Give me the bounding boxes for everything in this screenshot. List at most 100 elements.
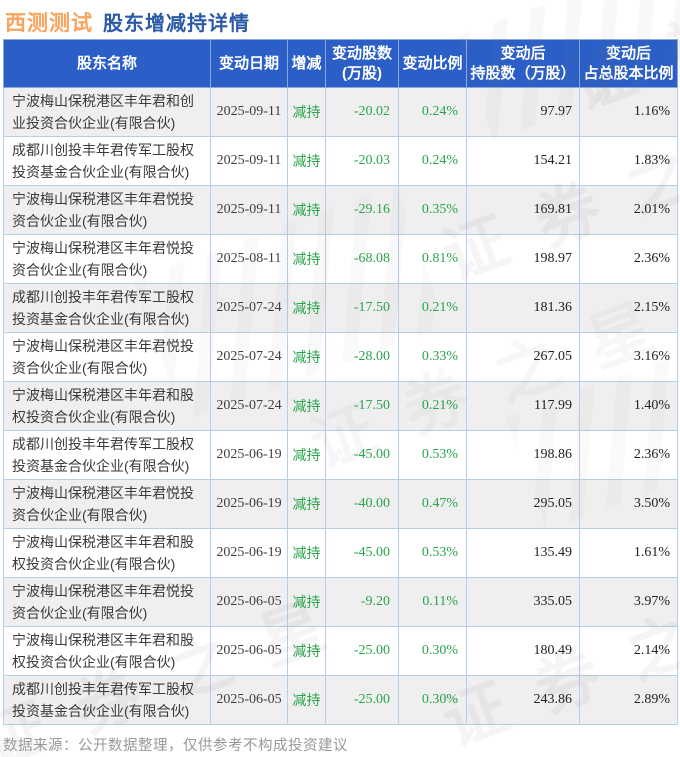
cell-ratio-after: 2.15% [579, 283, 678, 333]
column-header: 增减 [287, 39, 326, 88]
cell-change-date: 2025-06-05 [210, 577, 288, 627]
cell-shares-after: 198.97 [466, 234, 580, 284]
cell-change-shares: -20.02 [325, 87, 399, 137]
data-source-note: 数据来源：公开数据整理，仅供参考不构成投资建议 [3, 738, 348, 754]
table-row: 宁波梅山保税港区丰年君悦投资合伙企业(有限合伙) 2025-08-11 减持 -68.… [3, 234, 678, 284]
cell-change-shares: -25.00 [325, 675, 399, 725]
cell-change-ratio: 0.30% [398, 626, 467, 676]
cell-change-date: 2025-07-24 [210, 283, 288, 333]
cell-direction: 减持 [287, 381, 326, 431]
cell-shares-after: 243.86 [466, 675, 580, 725]
table-row: 成都川创投丰年君传军工股权投资基金合伙企业(有限合伙) 2025-06-19 减持 -… [3, 430, 678, 480]
cell-direction: 减持 [287, 675, 326, 725]
cell-shares-after: 181.36 [466, 283, 580, 333]
cell-direction: 减持 [287, 234, 326, 284]
cell-change-ratio: 0.21% [398, 381, 467, 431]
cell-change-shares: -25.00 [325, 626, 399, 676]
cell-change-date: 2025-09-11 [210, 185, 288, 235]
cell-change-ratio: 0.47% [398, 479, 467, 529]
column-header: 变动股数 (万股) [325, 39, 399, 88]
cell-change-ratio: 0.30% [398, 675, 467, 725]
table-header: 股东名称 变动日期 增减 变动股数 (万股) 变动比例 变动后 持股数（万股） 变动后 占总股本比… [3, 39, 678, 88]
cell-shareholder-name: 成都川创投丰年君传军工股权投资基金合伙企业(有限合伙) [3, 283, 211, 333]
cell-direction: 减持 [287, 577, 326, 627]
cell-change-shares: -28.00 [325, 332, 399, 382]
cell-ratio-after: 2.36% [579, 430, 678, 480]
cell-change-ratio: 0.35% [398, 185, 467, 235]
column-header: 变动日期 [210, 39, 288, 88]
cell-shareholder-name: 宁波梅山保税港区丰年君和创业投资合伙企业(有限合伙) [3, 87, 211, 137]
cell-change-date: 2025-06-19 [210, 430, 288, 480]
cell-shares-after: 154.21 [466, 136, 580, 186]
table-row: 宁波梅山保税港区丰年君悦投资合伙企业(有限合伙) 2025-06-19 减持 -40.… [3, 479, 678, 529]
cell-direction: 减持 [287, 430, 326, 480]
cell-ratio-after: 2.01% [579, 185, 678, 235]
cell-ratio-after: 2.36% [579, 234, 678, 284]
cell-change-date: 2025-08-11 [210, 234, 288, 284]
cell-ratio-after: 3.97% [579, 577, 678, 627]
table-row: 成都川创投丰年君传军工股权投资基金合伙企业(有限合伙) 2025-09-11 减持 -… [3, 136, 678, 186]
cell-ratio-after: 2.89% [579, 675, 678, 725]
cell-change-ratio: 0.21% [398, 283, 467, 333]
cell-change-ratio: 0.53% [398, 430, 467, 480]
cell-ratio-after: 2.14% [579, 626, 678, 676]
cell-change-shares: -40.00 [325, 479, 399, 529]
table-row: 宁波梅山保税港区丰年君和股权投资合伙企业(有限合伙) 2025-07-24 减持 -1… [3, 381, 678, 431]
cell-direction: 减持 [287, 479, 326, 529]
cell-change-ratio: 0.81% [398, 234, 467, 284]
cell-change-date: 2025-09-11 [210, 87, 288, 137]
shareholder-change-table: 股东名称 变动日期 增减 变动股数 (万股) 变动比例 变动后 持股数（万股） 变动后 占总股本比… [3, 39, 678, 725]
cell-shares-after: 198.86 [466, 430, 580, 480]
cell-shares-after: 267.05 [466, 332, 580, 382]
cell-shareholder-name: 宁波梅山保税港区丰年君悦投资合伙企业(有限合伙) [3, 234, 211, 284]
cell-shareholder-name: 宁波梅山保税港区丰年君和股权投资合伙企业(有限合伙) [3, 626, 211, 676]
cell-shareholder-name: 宁波梅山保税港区丰年君悦投资合伙企业(有限合伙) [3, 332, 211, 382]
column-header: 变动后 持股数（万股） [466, 39, 580, 88]
cell-direction: 减持 [287, 185, 326, 235]
cell-shares-after: 180.49 [466, 626, 580, 676]
cell-change-date: 2025-06-19 [210, 528, 288, 578]
cell-shares-after: 295.05 [466, 479, 580, 529]
cell-ratio-after: 1.16% [579, 87, 678, 137]
cell-change-shares: -68.08 [325, 234, 399, 284]
cell-change-date: 2025-06-05 [210, 675, 288, 725]
cell-change-ratio: 0.53% [398, 528, 467, 578]
cell-change-ratio: 0.33% [398, 332, 467, 382]
cell-shareholder-name: 宁波梅山保税港区丰年君悦投资合伙企业(有限合伙) [3, 185, 211, 235]
cell-shares-after: 117.99 [466, 381, 580, 431]
cell-change-date: 2025-07-24 [210, 332, 288, 382]
cell-shareholder-name: 宁波梅山保税港区丰年君悦投资合伙企业(有限合伙) [3, 479, 211, 529]
table-row: 宁波梅山保税港区丰年君悦投资合伙企业(有限合伙) 2025-06-05 减持 -9.2… [3, 577, 678, 627]
cell-change-shares: -45.00 [325, 430, 399, 480]
cell-ratio-after: 1.61% [579, 528, 678, 578]
cell-change-shares: -29.16 [325, 185, 399, 235]
cell-change-date: 2025-07-24 [210, 381, 288, 431]
table-row: 宁波梅山保税港区丰年君悦投资合伙企业(有限合伙) 2025-09-11 减持 -29.… [3, 185, 678, 235]
column-header: 变动比例 [398, 39, 467, 88]
table-row: 宁波梅山保税港区丰年君和创业投资合伙企业(有限合伙) 2025-09-11 减持 -2… [3, 87, 678, 137]
table-row: 成都川创投丰年君传军工股权投资基金合伙企业(有限合伙) 2025-06-05 减持 -… [3, 675, 678, 725]
cell-direction: 减持 [287, 332, 326, 382]
cell-shareholder-name: 成都川创投丰年君传军工股权投资基金合伙企业(有限合伙) [3, 430, 211, 480]
cell-shareholder-name: 成都川创投丰年君传军工股权投资基金合伙企业(有限合伙) [3, 136, 211, 186]
cell-change-shares: -17.50 [325, 283, 399, 333]
table-row: 成都川创投丰年君传军工股权投资基金合伙企业(有限合伙) 2025-07-24 减持 -… [3, 283, 678, 333]
stock-name: 西测测试 [5, 12, 93, 35]
cell-change-shares: -17.50 [325, 381, 399, 431]
cell-ratio-after: 1.83% [579, 136, 678, 186]
cell-ratio-after: 1.40% [579, 381, 678, 431]
cell-change-ratio: 0.24% [398, 87, 467, 137]
table-body: 宁波梅山保税港区丰年君和创业投资合伙企业(有限合伙) 2025-09-11 减持 -2… [3, 87, 678, 725]
cell-direction: 减持 [287, 283, 326, 333]
cell-ratio-after: 3.50% [579, 479, 678, 529]
cell-change-date: 2025-06-19 [210, 479, 288, 529]
cell-change-ratio: 0.24% [398, 136, 467, 186]
table-row: 宁波梅山保税港区丰年君和股权投资合伙企业(有限合伙) 2025-06-19 减持 -4… [3, 528, 678, 578]
cell-change-shares: -9.20 [325, 577, 399, 627]
report-subtitle: 股东增减持详情 [103, 13, 250, 35]
cell-change-shares: -20.03 [325, 136, 399, 186]
cell-direction: 减持 [287, 528, 326, 578]
table-header-row: 股东名称 变动日期 增减 变动股数 (万股) 变动比例 变动后 持股数（万股） 变动后 占总股本比… [3, 39, 678, 88]
cell-change-shares: -45.00 [325, 528, 399, 578]
cell-shares-after: 135.49 [466, 528, 580, 578]
